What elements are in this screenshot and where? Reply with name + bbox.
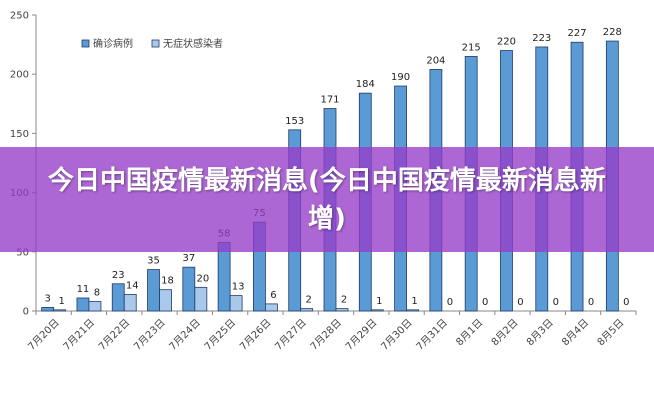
data-label-asymptomatic: 0 (553, 297, 559, 308)
data-label-confirmed: 171 (320, 95, 339, 106)
bar-confirmed (217, 241, 231, 312)
bar-asymptomatic (300, 308, 314, 312)
data-label-asymptomatic: 1 (376, 296, 382, 307)
bar-confirmed (41, 307, 55, 312)
data-label-confirmed: 23 (112, 270, 125, 281)
data-label-asymptomatic: 13 (232, 282, 245, 293)
bar-asymptomatic (194, 286, 208, 312)
data-label-asymptomatic: 0 (623, 297, 629, 308)
data-label-confirmed: 190 (391, 72, 410, 83)
x-tick-label: 7月24日 (167, 317, 203, 353)
bar-confirmed (147, 269, 160, 312)
bar-confirmed (111, 283, 125, 312)
data-label-confirmed: 223 (532, 33, 551, 44)
data-label-asymptomatic: 2 (306, 295, 312, 306)
bar-asymptomatic (335, 308, 349, 312)
data-label-asymptomatic: 2 (341, 295, 347, 306)
data-label-confirmed: 184 (356, 79, 375, 90)
data-label-asymptomatic: 18 (161, 276, 174, 287)
x-tick-label: 7月20日 (26, 317, 62, 353)
x-tick-label: 7月27日 (273, 317, 309, 353)
x-tick-label: 7月21日 (61, 317, 97, 353)
bar-asymptomatic (265, 303, 278, 312)
data-label-confirmed: 153 (285, 116, 304, 127)
x-tick-label: 7月31日 (414, 317, 450, 353)
data-label-asymptomatic: 14 (126, 280, 139, 291)
data-label-asymptomatic: 1 (58, 296, 64, 307)
data-label-confirmed: 3 (44, 293, 50, 304)
bar-asymptomatic (88, 301, 102, 312)
data-label-asymptomatic: 0 (482, 297, 488, 308)
x-tick-label: 7月26日 (237, 317, 273, 353)
chart-legend: 确诊病例 无症状感染者 (81, 37, 223, 50)
data-label-asymptomatic: 6 (270, 290, 276, 301)
y-tick-label: 50 (16, 247, 29, 258)
x-tick-label: 7月29日 (343, 317, 379, 353)
data-label-confirmed: 204 (426, 55, 445, 66)
data-label-confirmed: 220 (497, 37, 516, 48)
legend-label-asymptomatic: 无症状感染者 (163, 37, 223, 50)
x-tick-label: 7月22日 (96, 317, 132, 353)
bar-asymptomatic (53, 309, 67, 312)
x-tick-label: 8月2日 (489, 317, 521, 349)
data-label-asymptomatic: 8 (94, 288, 100, 299)
x-tick-label: 8月1日 (454, 317, 486, 349)
data-label-confirmed: 35 (147, 256, 160, 267)
y-tick-label: 0 (23, 307, 29, 318)
data-label-confirmed: 37 (182, 253, 195, 264)
y-tick-label: 150 (10, 129, 29, 140)
bar-asymptomatic (123, 294, 137, 312)
data-label-asymptomatic: 0 (517, 297, 523, 308)
x-tick-label: 7月23日 (132, 317, 168, 353)
data-label-asymptomatic: 0 (447, 297, 453, 308)
legend-swatch-confirmed (81, 39, 90, 48)
y-tick-label: 200 (10, 70, 29, 81)
legend-swatch-asymptomatic (151, 39, 160, 48)
chart-data-labels: 3111823143518372058137561532171218411901… (44, 27, 629, 308)
bar-confirmed (182, 266, 196, 312)
bar-confirmed (76, 297, 90, 312)
data-label-asymptomatic: 0 (588, 297, 594, 308)
headline-banner: 今日中国疫情最新消息(今日中国疫情最新消息新增) (0, 147, 654, 252)
bar-asymptomatic (406, 309, 419, 312)
x-tick-label: 7月28日 (308, 317, 344, 353)
legend-label-confirmed: 确诊病例 (93, 37, 133, 50)
data-label-confirmed: 215 (462, 42, 481, 53)
x-tick-label: 8月5日 (595, 317, 627, 349)
headline-text: 今日中国疫情最新消息(今日中国疫情最新消息新增) (48, 165, 606, 234)
x-tick-label: 8月4日 (560, 317, 592, 349)
data-label-confirmed: 227 (568, 28, 587, 39)
x-tick-label: 7月30日 (379, 317, 415, 353)
data-label-asymptomatic: 20 (196, 273, 209, 284)
data-label-confirmed: 228 (603, 27, 622, 38)
bar-asymptomatic (229, 295, 243, 312)
x-tick-label: 7月25日 (202, 317, 238, 353)
data-label-confirmed: 11 (77, 284, 90, 295)
bar-asymptomatic (159, 289, 172, 312)
data-label-asymptomatic: 1 (411, 296, 417, 307)
x-tick-label: 8月3日 (524, 317, 556, 349)
y-tick-label: 250 (10, 11, 29, 22)
bar-asymptomatic (370, 309, 384, 312)
